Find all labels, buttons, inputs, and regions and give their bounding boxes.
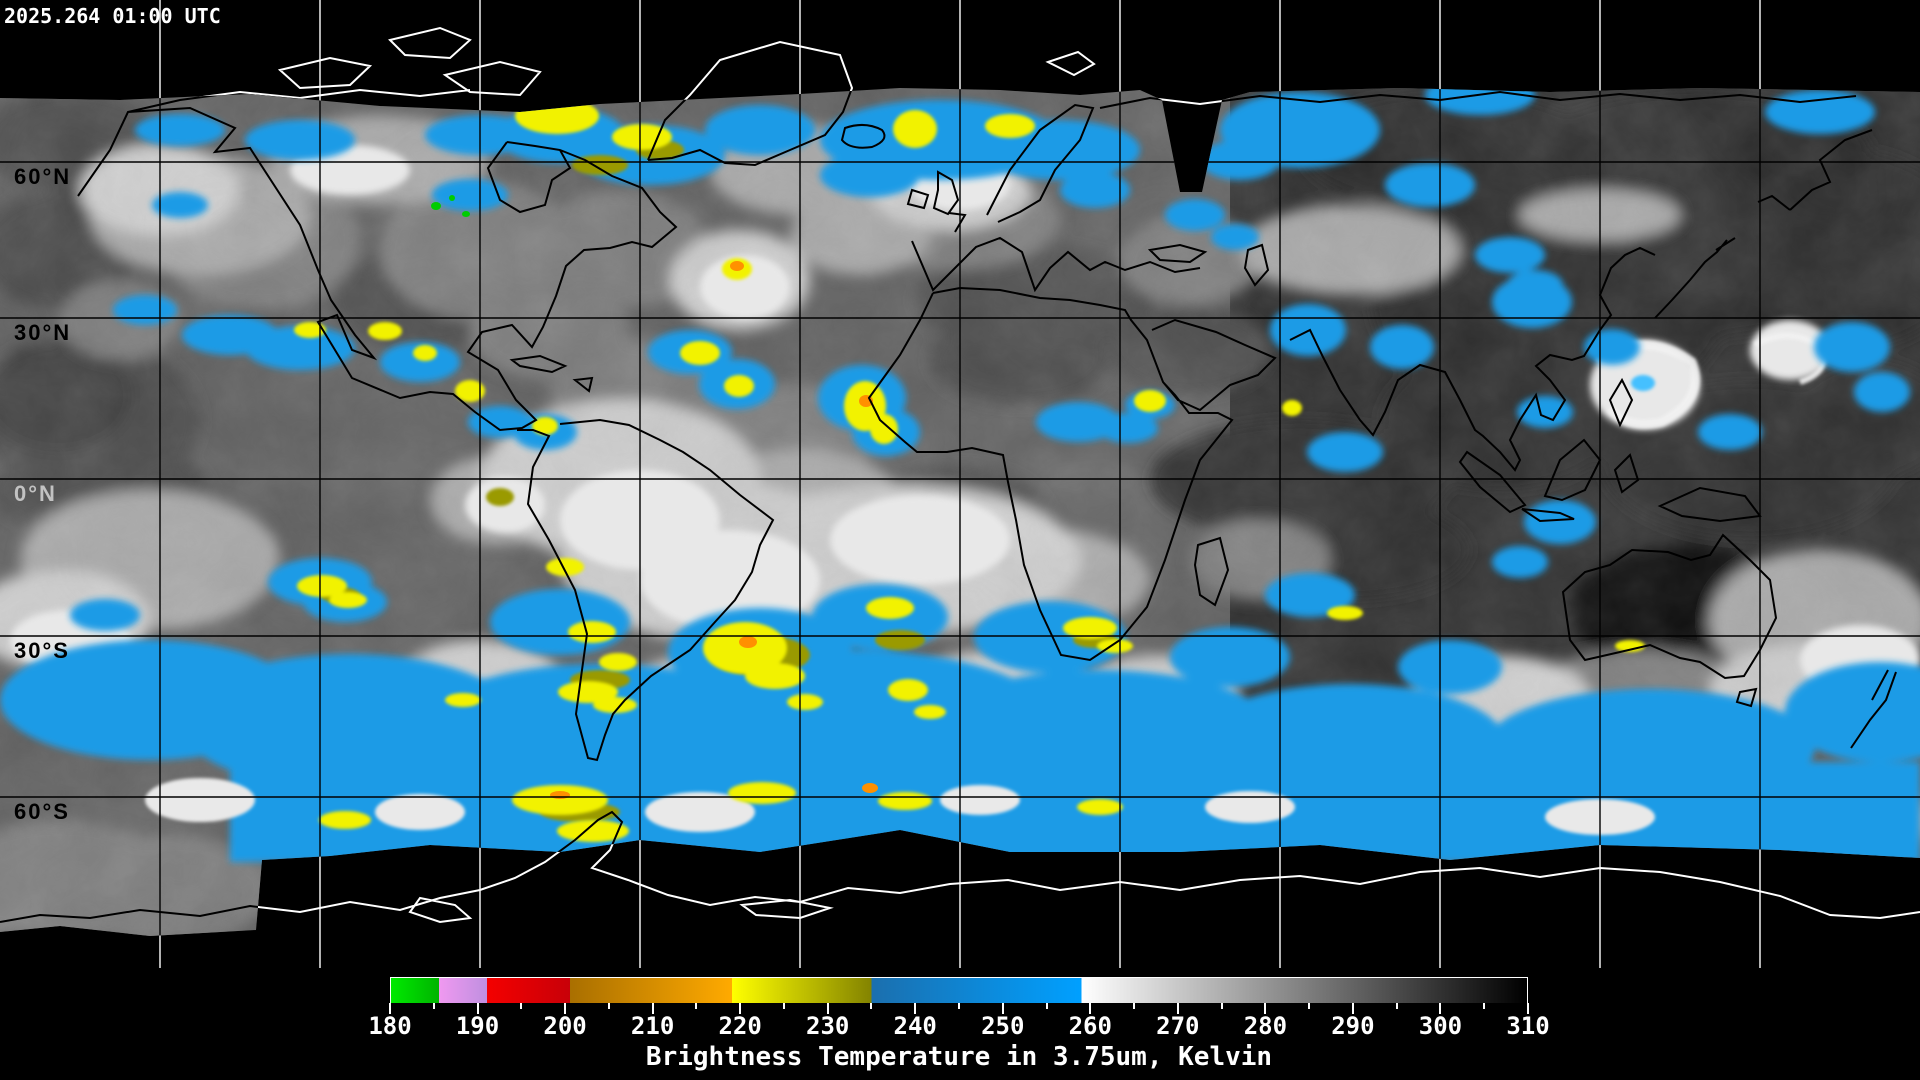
- colorbar-tick: [1351, 1003, 1354, 1014]
- colorbar-tick: [958, 1003, 960, 1009]
- colorbar-tick: [1089, 1003, 1092, 1014]
- latitude-label-60s: 60°S: [14, 799, 70, 824]
- colorbar-tick: [432, 1003, 435, 1009]
- latitude-label-60n: 60°N: [14, 164, 72, 189]
- colorbar-tick: [1439, 1003, 1442, 1014]
- colorbar-tick: [1045, 1003, 1048, 1009]
- colorbar-tick-label: 240: [893, 1012, 937, 1040]
- colorbar-tick-label: 260: [1068, 1012, 1112, 1040]
- colorbar-tick-label: 270: [1156, 1012, 1200, 1040]
- latitude-label-30s: 30°S: [14, 638, 70, 663]
- colorbar-tick: [826, 1003, 829, 1014]
- colorbar-tick: [1527, 1003, 1529, 1014]
- colorbar-tick-label: 290: [1331, 1012, 1375, 1040]
- colorbar-tick-label: 220: [718, 1012, 762, 1040]
- colorbar-tick-label: 300: [1418, 1012, 1463, 1040]
- colorbar-tick: [651, 1003, 654, 1014]
- colorbar-tick: [1308, 1003, 1311, 1009]
- colorbar: [390, 977, 1528, 1003]
- colorbar-tick: [476, 1003, 479, 1014]
- colorbar-tick: [520, 1003, 523, 1009]
- colorbar-tick: [1001, 1003, 1004, 1014]
- colorbar-tick: [1220, 1003, 1223, 1009]
- colorbar-tick-label: 180: [368, 1012, 412, 1040]
- latitude-label-0n: 0°N: [14, 481, 57, 506]
- colorbar-tick-label: 280: [1243, 1012, 1288, 1040]
- colorbar-tick: [1133, 1003, 1136, 1009]
- colorbar-tick: [1176, 1003, 1179, 1014]
- colorbar-tick: [695, 1003, 698, 1009]
- colorbar-tick: [607, 1003, 610, 1009]
- colorbar-tick-label: 250: [981, 1012, 1025, 1040]
- timestamp-label: 2025.264 01:00 UTC: [4, 4, 221, 28]
- colorbar-tick: [870, 1003, 873, 1009]
- colorbar-tick: [564, 1003, 567, 1014]
- colorbar-tick-label: 190: [455, 1012, 500, 1040]
- colorbar-tick-label: 210: [630, 1012, 675, 1040]
- latitude-label-30n: 30°N: [14, 320, 72, 345]
- colorbar-tick-label: 310: [1506, 1012, 1550, 1040]
- colorbar-tick: [914, 1003, 917, 1014]
- colorbar-tick-label: 200: [543, 1012, 587, 1040]
- colorbar-tick: [1395, 1003, 1398, 1009]
- colorbar-tick: [1483, 1003, 1486, 1009]
- latitude-longitude-grid: [0, 88, 1920, 936]
- brightness-temperature-data: [0, 88, 1920, 936]
- colorbar-tick: [782, 1003, 785, 1009]
- colorbar-caption: Brightness Temperature in 3.75um, Kelvin: [645, 1042, 1273, 1072]
- colorbar-tick: [389, 1003, 391, 1014]
- colorbar-tick: [1264, 1003, 1267, 1014]
- colorbar-tick-label: 230: [806, 1012, 850, 1040]
- colorbar-tick: [739, 1003, 742, 1014]
